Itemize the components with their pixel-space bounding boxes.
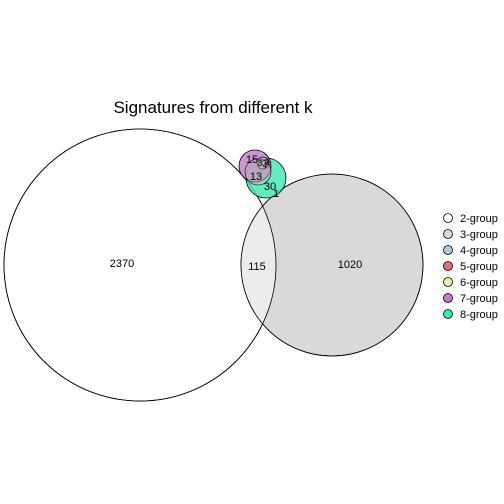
circle-2-group-outline bbox=[3, 128, 277, 402]
legend-label: 5-group bbox=[460, 261, 498, 273]
region-count-7-only: 15 bbox=[246, 154, 258, 166]
legend-swatch bbox=[443, 229, 453, 239]
region-count-2-3: 115 bbox=[248, 261, 266, 273]
legend-label: 2-group bbox=[460, 213, 498, 225]
legend-swatch bbox=[443, 277, 453, 287]
region-count-8-3: 1 bbox=[273, 188, 279, 200]
legend-item-6-group: 6-group bbox=[443, 277, 498, 289]
legend-swatch bbox=[443, 293, 453, 303]
legend-swatch bbox=[443, 309, 453, 319]
legend-label: 4-group bbox=[460, 245, 498, 257]
circle-2-group bbox=[3, 128, 277, 402]
region-count-small-c: 2 bbox=[265, 158, 270, 167]
legend: 2-group 3-group 4-group 5-group 6-group … bbox=[443, 213, 498, 321]
region-count-7-3: 13 bbox=[250, 171, 262, 183]
region-count-small-b: 4 bbox=[263, 161, 268, 170]
legend-label: 3-group bbox=[460, 229, 498, 241]
region-count-2-only: 2370 bbox=[110, 258, 134, 270]
legend-item-5-group: 5-group bbox=[443, 261, 498, 273]
legend-swatch bbox=[443, 213, 453, 223]
circle-overlap-small bbox=[244, 158, 272, 186]
region-count-8-only: 30 bbox=[264, 181, 276, 193]
legend-item-3-group: 3-group bbox=[443, 229, 498, 241]
legend-label: 6-group bbox=[460, 277, 498, 289]
legend-item-2-group: 2-group bbox=[443, 213, 498, 225]
diagram-title: Signatures from different k bbox=[113, 98, 313, 117]
region-count-small-a: 3 bbox=[258, 159, 263, 168]
legend-item-8-group: 8-group bbox=[443, 309, 498, 321]
legend-item-4-group: 4-group bbox=[443, 245, 498, 257]
legend-swatch bbox=[443, 261, 453, 271]
region-count-3-only: 1020 bbox=[338, 259, 362, 271]
legend-swatch bbox=[443, 245, 453, 255]
circle-3-group-outline bbox=[240, 173, 424, 357]
legend-item-7-group: 7-group bbox=[443, 293, 498, 305]
legend-label: 7-group bbox=[460, 293, 498, 305]
legend-label: 8-group bbox=[460, 309, 498, 321]
